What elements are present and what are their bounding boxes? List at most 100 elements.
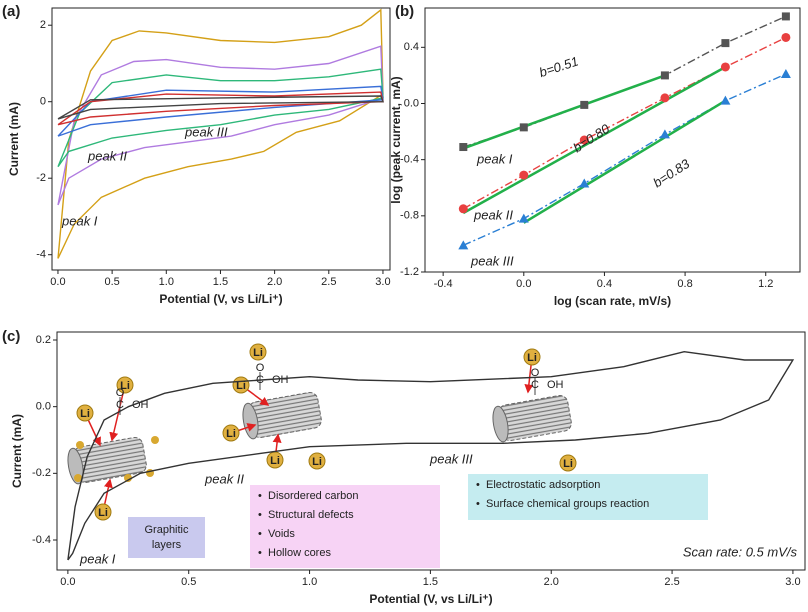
box-bullet: •	[258, 528, 262, 540]
x-tick-label: 1.5	[423, 576, 438, 588]
marker	[660, 71, 669, 80]
x-tick-label: 0.0	[60, 576, 75, 588]
marker	[579, 135, 589, 145]
marker	[721, 39, 730, 48]
li-label: Li	[527, 352, 537, 364]
label-box	[250, 485, 440, 568]
li-label: Li	[80, 408, 90, 420]
data-line	[57, 45, 384, 206]
plot-area	[57, 8, 385, 259]
layer-body	[73, 436, 147, 484]
fit-line	[462, 74, 666, 150]
y-tick-label: 0	[40, 96, 46, 108]
box-text: Voids	[268, 528, 295, 540]
group-label: C	[116, 399, 124, 411]
marker	[781, 12, 790, 21]
data-line	[57, 91, 384, 126]
y-tick-label: 0.0	[36, 401, 51, 413]
plot-area: Graphitic layers • Disordered carbon • Struct…	[67, 343, 795, 568]
x-tick-label: 0.0	[516, 278, 531, 290]
box-word: layers	[152, 539, 182, 551]
x-axis-title: Potential (V, vs Li/Li⁺)	[369, 592, 492, 606]
data-line	[57, 95, 385, 120]
li-ion	[523, 348, 541, 366]
data-line	[463, 73, 787, 246]
box-text: Surface chemical groups reaction	[486, 498, 649, 510]
x-tick-label: 1.0	[302, 576, 317, 588]
group-label: O	[116, 387, 125, 399]
li-label: Li	[253, 347, 263, 359]
x-tick-label: 3.0	[785, 576, 800, 588]
li-dot	[151, 436, 159, 444]
group-label: C	[531, 379, 539, 391]
fit-line	[462, 65, 727, 215]
group-label: O	[256, 362, 265, 374]
y-axis-title: log (peak current, mA)	[389, 76, 403, 203]
li-dot	[124, 474, 132, 482]
x-axis-title: log (scan rate, mV/s)	[554, 294, 671, 308]
li-label: Li	[312, 456, 322, 468]
panel-label: (b)	[395, 3, 414, 20]
label-box	[128, 517, 205, 558]
y-tick-label: -0.2	[32, 467, 51, 479]
group-label: OH	[132, 399, 149, 411]
x-tick-label: 2.0	[544, 576, 559, 588]
marker	[519, 123, 528, 132]
y-tick-label: 0.4	[404, 41, 419, 53]
li-ion	[308, 452, 326, 470]
annotation: peak I	[79, 551, 116, 566]
box-text: Structural defects	[268, 509, 354, 521]
data-line	[57, 85, 384, 137]
li-ion	[249, 343, 267, 361]
data-line	[57, 68, 384, 168]
li-ion	[94, 503, 112, 521]
axes-frame	[424, 7, 801, 273]
marker	[518, 213, 529, 223]
y-tick-label: 0.0	[404, 97, 419, 109]
layer-end	[492, 405, 509, 443]
box-bullet: •	[258, 490, 262, 502]
marker	[519, 170, 529, 180]
annotation: Scan rate: 0.5 mV/s	[683, 544, 798, 559]
fit-label: b=0.83	[650, 156, 692, 191]
y-tick-label: -1.2	[400, 266, 419, 278]
x-tick-label: 0.0	[50, 276, 65, 288]
li-label: Li	[98, 507, 108, 519]
carbon-layer	[492, 394, 572, 443]
layer-body	[498, 394, 572, 442]
data-line	[57, 8, 384, 259]
box-text: Disordered carbon	[268, 490, 359, 502]
marker	[660, 93, 670, 103]
x-tick-label: 2.0	[267, 276, 282, 288]
box-word: Graphitic	[144, 524, 189, 536]
annotation: peak III	[184, 124, 228, 139]
marker	[458, 204, 468, 214]
x-tick-label: 2.5	[321, 276, 336, 288]
x-tick-label: 3.0	[375, 276, 390, 288]
li-ion	[559, 454, 577, 472]
y-tick-label: -0.4	[32, 534, 51, 546]
box-bullet: •	[258, 547, 262, 559]
box-text: Graphitic layers	[144, 524, 189, 551]
li-ion	[116, 376, 134, 394]
x-tick-label: 1.5	[213, 276, 228, 288]
x-tick-label: 1.2	[758, 278, 773, 290]
li-dot	[76, 441, 84, 449]
fit-line	[523, 99, 727, 224]
panel-label: (a)	[2, 3, 20, 20]
li-label: Li	[563, 458, 573, 470]
marker	[720, 95, 731, 105]
li-label: Li	[226, 428, 236, 440]
y-tick-label: -2	[36, 172, 46, 184]
group-label: O	[531, 367, 540, 379]
axes-frame	[56, 331, 806, 571]
li-label: Li	[120, 380, 130, 392]
x-tick-label: 0.5	[181, 576, 196, 588]
marker	[780, 69, 791, 78]
x-tick-label: 0.5	[104, 276, 119, 288]
group-label: OH	[547, 379, 564, 391]
data-line	[463, 15, 787, 148]
x-tick-label: -0.4	[434, 278, 453, 290]
annotation: peak II	[473, 207, 513, 222]
